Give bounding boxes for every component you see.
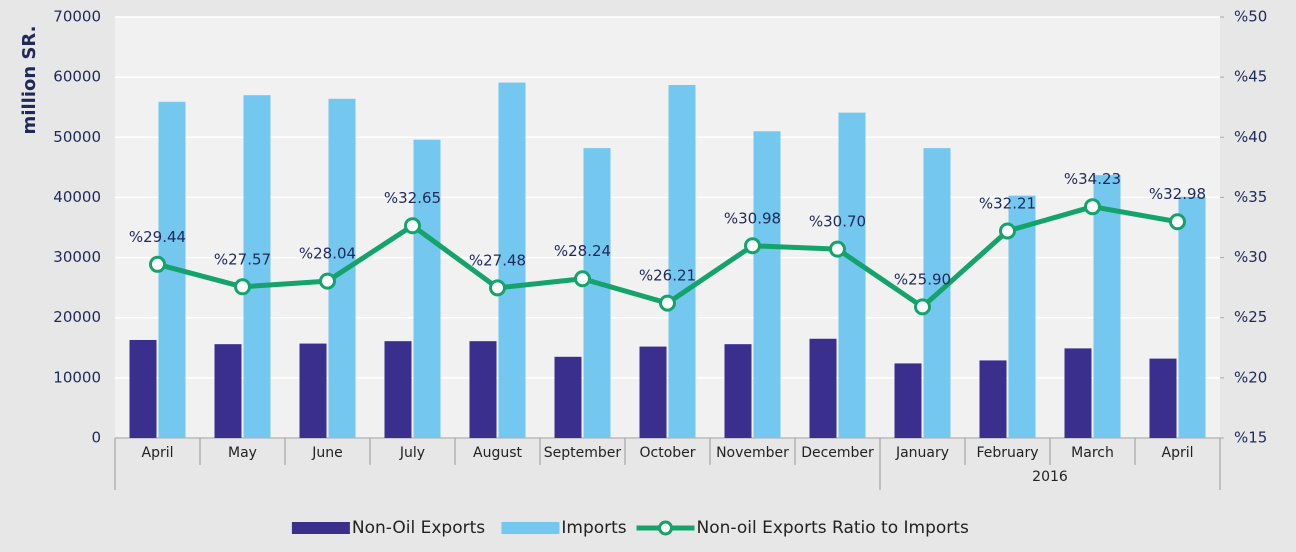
bar (894, 363, 922, 438)
y-tick-label: 20000 (53, 308, 101, 326)
bar (413, 139, 441, 439)
legend-swatch (501, 522, 560, 534)
bar (1064, 348, 1092, 438)
bar (838, 112, 866, 439)
bar (1093, 175, 1121, 438)
data-label: %25.90 (894, 270, 951, 288)
x-tick-label: July (399, 445, 425, 461)
line-marker (489, 279, 506, 297)
y-tick-label: 70000 (53, 8, 101, 26)
y-tick-label: 40000 (53, 188, 101, 206)
data-label: %32.65 (384, 189, 441, 207)
bar (498, 82, 526, 438)
x-tick-label: October (639, 445, 695, 461)
y2-tick-label: %20 (1234, 368, 1267, 386)
x-tick-label: May (228, 445, 257, 461)
year-label: 2016 (1032, 469, 1068, 485)
legend-swatch (291, 522, 350, 534)
x-tick-label: January (895, 445, 949, 461)
data-label: %28.04 (299, 245, 356, 263)
y-tick-label: 60000 (53, 68, 101, 86)
line-marker (404, 217, 421, 235)
data-label: %27.48 (469, 251, 526, 269)
data-label: %30.98 (724, 209, 781, 227)
bar (214, 344, 242, 438)
data-label: %26.21 (639, 267, 696, 285)
line-marker (149, 255, 166, 273)
y2-tick-label: %45 (1234, 68, 1267, 86)
bar (753, 131, 781, 438)
y2-tick-label: %25 (1234, 308, 1267, 326)
line-marker (744, 237, 761, 255)
y-tick-label: 10000 (53, 368, 101, 386)
y2-tick-label: %15 (1234, 429, 1267, 447)
line-marker (574, 270, 591, 288)
data-label: %30.70 (809, 213, 866, 231)
line-marker (1084, 198, 1101, 216)
bar (554, 356, 582, 438)
bar (299, 343, 327, 438)
y2-tick-label: %40 (1234, 128, 1267, 146)
line-marker (829, 240, 846, 258)
y2-tick-label: %35 (1234, 188, 1267, 206)
x-tick-label: February (976, 445, 1038, 461)
x-tick-label: December (801, 445, 874, 461)
y-tick-label: 0 (91, 429, 101, 447)
bar (384, 341, 412, 438)
x-tick-label: April (142, 445, 174, 461)
bar (469, 341, 497, 438)
x-tick-label: August (473, 445, 523, 461)
line-marker (659, 294, 676, 312)
bar (639, 346, 667, 438)
bar (583, 148, 611, 438)
line-marker (234, 278, 251, 296)
data-label: %29.44 (129, 228, 186, 246)
bar (243, 95, 271, 438)
legend-swatch (658, 520, 673, 536)
x-tick-label: March (1071, 445, 1114, 461)
bar (979, 360, 1007, 438)
line-marker (319, 272, 336, 290)
y2-tick-label: %50 (1234, 8, 1267, 26)
bar (129, 339, 157, 438)
line-marker (999, 222, 1016, 240)
y2-tick-label: %30 (1234, 248, 1267, 266)
x-tick-label: April (1162, 445, 1194, 461)
data-label: %34.23 (1064, 170, 1121, 188)
plot-area (115, 17, 1220, 438)
bar (668, 84, 696, 438)
legend-label: Non-Oil Exports (352, 518, 485, 538)
legend-label: Non-oil Exports Ratio to Imports (697, 518, 969, 538)
x-tick-label: June (311, 445, 343, 461)
y-tick-label: 50000 (53, 128, 101, 146)
bar (1149, 358, 1177, 438)
data-label: %27.57 (214, 250, 271, 268)
y-tick-label: 30000 (53, 248, 101, 266)
data-label: %32.21 (979, 194, 1036, 212)
bar (1178, 196, 1206, 438)
x-tick-label: September (544, 445, 622, 461)
y-axis-label: million SR. (19, 26, 40, 135)
line-marker (1169, 213, 1186, 231)
line-marker (914, 298, 931, 316)
bar (724, 344, 752, 438)
data-label: %28.24 (554, 242, 611, 260)
x-tick-label: November (716, 445, 789, 461)
legend-label: Imports (561, 518, 626, 538)
data-label: %32.98 (1149, 185, 1206, 203)
bar (809, 338, 837, 438)
